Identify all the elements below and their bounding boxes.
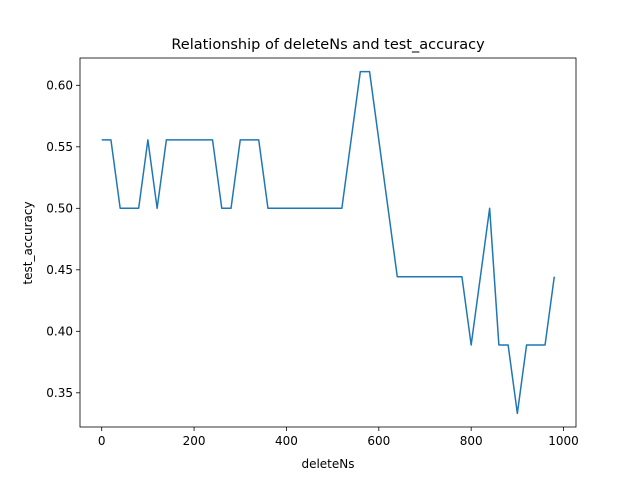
y-tick-label: 0.60 xyxy=(46,78,73,92)
plot-area xyxy=(79,57,577,428)
x-tick-label: 400 xyxy=(275,434,298,448)
x-tick-label: 1000 xyxy=(548,434,579,448)
series-line-0 xyxy=(101,70,556,415)
x-tick-label: 800 xyxy=(460,434,483,448)
y-axis: 0.35 0.40 0.45 0.50 0.55 0.60 xyxy=(46,78,80,400)
y-tick-label: 0.40 xyxy=(46,324,73,338)
x-tick-label: 0 xyxy=(98,434,106,448)
x-tick-label: 600 xyxy=(367,434,390,448)
chart-title: Relationship of deleteNs and test_accura… xyxy=(171,37,485,53)
y-tick-label: 0.50 xyxy=(46,201,73,215)
y-tick-label: 0.55 xyxy=(46,140,73,154)
y-tick-label: 0.45 xyxy=(46,263,73,277)
y-tick-label: 0.35 xyxy=(46,386,73,400)
plot-frame xyxy=(79,57,577,428)
y-axis-label: test_accuracy xyxy=(21,201,35,284)
x-axis-label: deleteNs xyxy=(301,457,354,471)
x-tick-label: 200 xyxy=(183,434,206,448)
x-axis: 0 200 400 600 800 1000 xyxy=(98,427,579,448)
